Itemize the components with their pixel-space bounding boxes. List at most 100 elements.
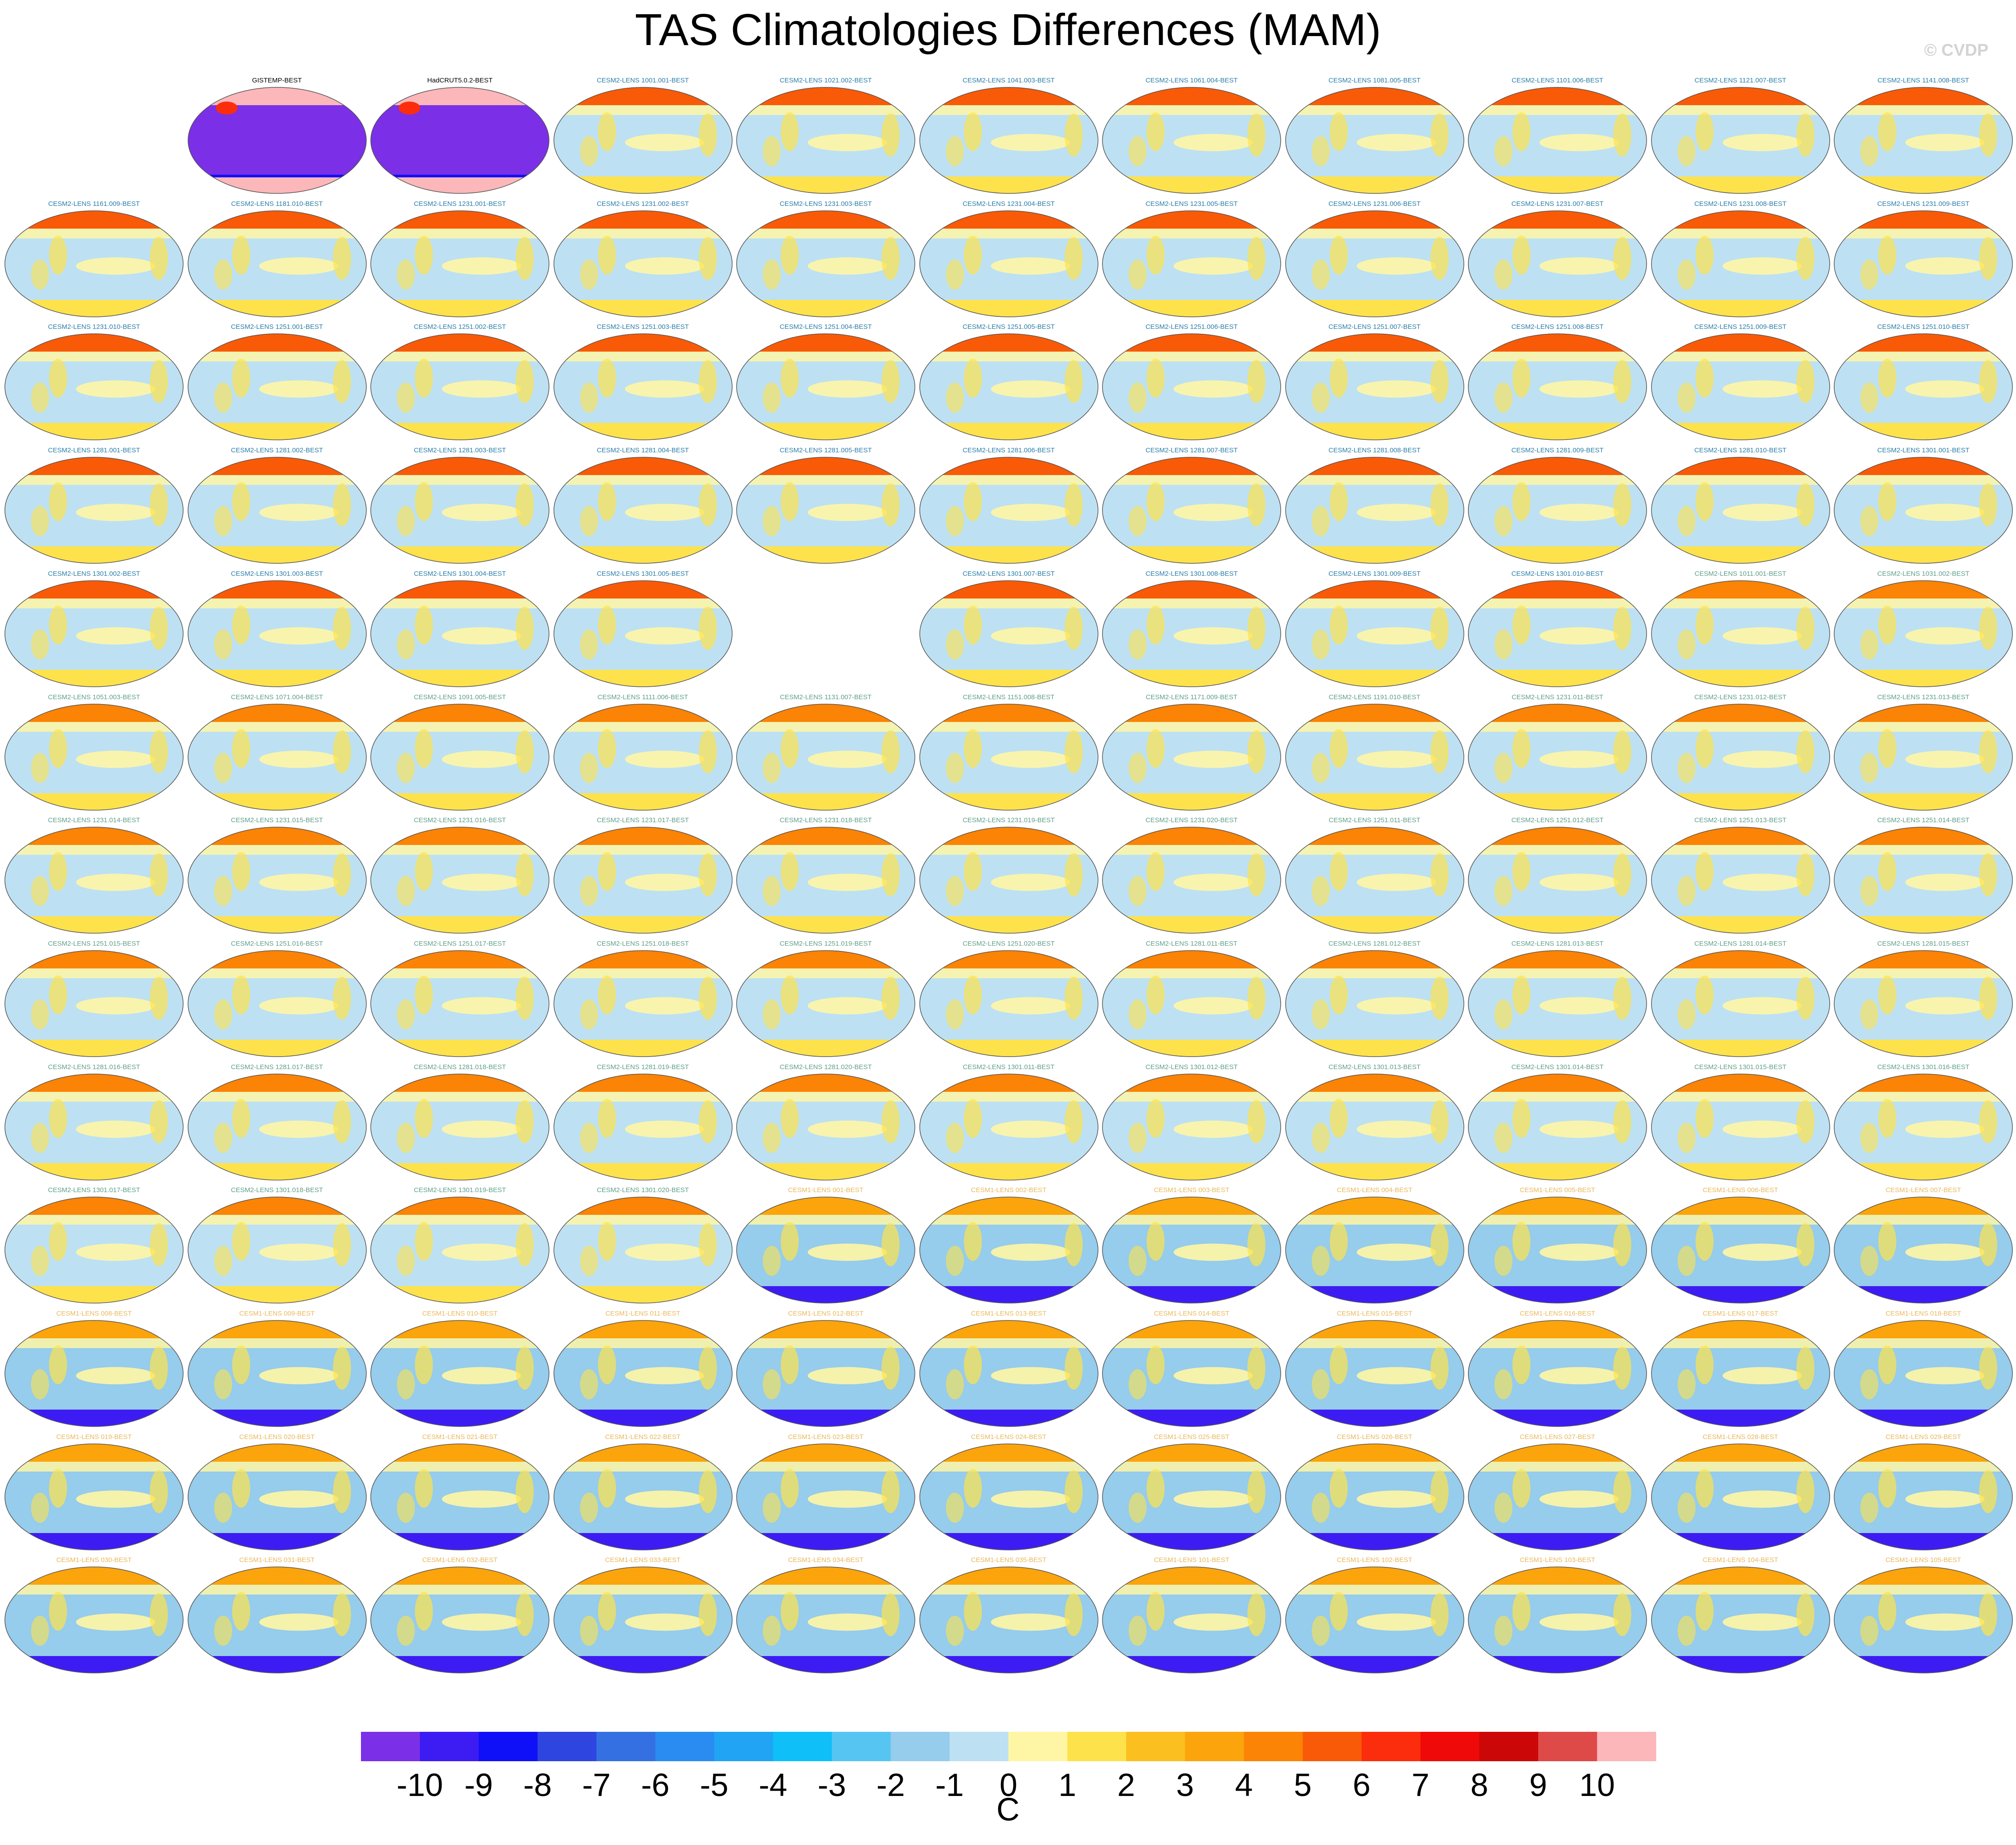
continent-patch (781, 1099, 799, 1138)
continent-patch (781, 1468, 799, 1508)
northern-midlat-band (553, 228, 732, 238)
antarctic-band (1834, 1533, 2012, 1550)
map-panel-title: CESM2-LENS 1251.010-BEST (1877, 323, 1970, 331)
map-svg (370, 457, 549, 564)
map-svg (1468, 210, 1647, 317)
northern-midlat-band (371, 105, 549, 115)
map-panel: CESM2-LENS 1301.010-BEST (1466, 569, 1649, 692)
antarctic-band (737, 176, 915, 193)
antarctic-band (553, 299, 732, 317)
northern-midlat-band (737, 105, 915, 115)
continent-patch (781, 1592, 799, 1631)
tropical-pacific-patch (625, 997, 704, 1015)
map-svg (1651, 950, 1830, 1057)
antarctic-band (188, 299, 366, 317)
map-panel: CESM2-LENS 1031.002-BEST (1832, 569, 2015, 692)
tropical-pacific-patch (1173, 873, 1253, 891)
antarctic-band (1102, 916, 1281, 934)
map-panel-title: GISTEMP-BEST (252, 77, 302, 84)
antarctic-band (1651, 176, 1830, 193)
arctic-band (737, 1443, 915, 1462)
map-outline (1468, 1073, 1647, 1181)
continent-patch (415, 482, 433, 521)
continent-patch (946, 1369, 964, 1400)
continent-patch (1311, 1492, 1330, 1523)
tropical-pacific-patch (76, 380, 156, 398)
map-panel: CESM2-LENS 1231.019-BEST (918, 816, 1100, 939)
map-outline (736, 333, 915, 441)
arctic-band (919, 1320, 1098, 1338)
map-svg (187, 1443, 367, 1550)
continent-patch (881, 483, 900, 527)
northern-midlat-band (5, 722, 183, 732)
northern-midlat-band (5, 1215, 183, 1225)
northern-midlat-band (5, 228, 183, 238)
tropical-pacific-patch (76, 504, 156, 521)
arctic-band (5, 1320, 183, 1338)
map-outline (1651, 1566, 1830, 1674)
map-panel: CESM2-LENS 1281.019-BEST (552, 1062, 734, 1185)
map-panel-title: CESM2-LENS 1281.010-BEST (1694, 447, 1787, 455)
map-field (188, 1074, 366, 1180)
map-panel: CESM1-LENS 003-BEST (1100, 1185, 1283, 1308)
northern-midlat-band (737, 352, 915, 362)
map-svg (919, 1566, 1098, 1674)
colorbar-tick-label: -5 (700, 1767, 729, 1803)
map-outline (1102, 827, 1281, 934)
map-panel: CESM2-LENS 1251.013-BEST (1649, 816, 1832, 939)
continent-patch (1979, 1223, 1997, 1267)
northern-midlat-band (5, 475, 183, 485)
arctic-band (553, 334, 732, 352)
map-panel-title: CESM2-LENS 1301.016-BEST (1877, 1063, 1970, 1071)
arctic-band (1468, 1074, 1647, 1092)
continent-patch (1979, 483, 1997, 527)
continent-patch (1878, 1345, 1897, 1385)
map-outline (1651, 1443, 1830, 1550)
map-panel: CESM2-LENS 1231.010-BEST (3, 322, 185, 445)
map-panel-title: CESM1-LENS 012-BEST (788, 1310, 864, 1317)
northern-midlat-band (1102, 475, 1281, 485)
continent-patch (1878, 112, 1897, 152)
map-panel-title: CESM2-LENS 1141.008-BEST (1877, 77, 1969, 84)
continent-patch (698, 1346, 717, 1390)
continent-patch (598, 482, 616, 521)
map-outline (736, 703, 915, 811)
continent-patch (31, 1246, 49, 1276)
continent-patch (1430, 607, 1449, 650)
map-svg (919, 333, 1098, 441)
map-outline (1285, 1566, 1464, 1674)
map-panel-title: CESM2-LENS 1131.007-BEST (780, 693, 872, 701)
arctic-band (188, 1320, 366, 1338)
map-panel-title: CESM2-LENS 1081.005-BEST (1328, 77, 1421, 84)
antarctic-band (737, 1656, 915, 1673)
tropical-pacific-patch (1356, 380, 1436, 398)
continent-patch (1677, 1369, 1696, 1400)
antarctic-band (1102, 1039, 1281, 1057)
map-panel: CESM2-LENS 1251.019-BEST (734, 939, 917, 1062)
map-outline (1468, 1443, 1647, 1550)
continent-patch (781, 112, 799, 152)
continent-patch (762, 1122, 781, 1153)
map-svg (187, 210, 367, 317)
northern-midlat-band (1834, 968, 2012, 978)
antarctic-band (919, 423, 1098, 440)
map-panel: CESM2-LENS 1251.009-BEST (1649, 322, 1832, 445)
arctic-band (371, 704, 549, 722)
arctic-band (1834, 580, 2012, 599)
map-panel: CESM2-LENS 1231.002-BEST (552, 199, 734, 322)
antarctic-band (1651, 546, 1830, 564)
continent-patch (1064, 1470, 1083, 1513)
continent-patch (1512, 359, 1531, 398)
map-svg (919, 1197, 1098, 1304)
arctic-band (1102, 334, 1281, 352)
continent-patch (1796, 1593, 1815, 1636)
map-outline (919, 1566, 1098, 1674)
map-outline (370, 87, 549, 194)
continent-patch (1512, 1468, 1531, 1508)
arctic-band (1285, 704, 1464, 722)
map-panel-title: CESM1-LENS 031-BEST (239, 1556, 315, 1564)
continent-patch (49, 1099, 67, 1138)
map-panel: CESM2-LENS 1281.005-BEST (734, 446, 917, 569)
continent-patch (516, 483, 534, 527)
map-panel-title: CESM2-LENS 1101.006-BEST (1512, 77, 1603, 84)
